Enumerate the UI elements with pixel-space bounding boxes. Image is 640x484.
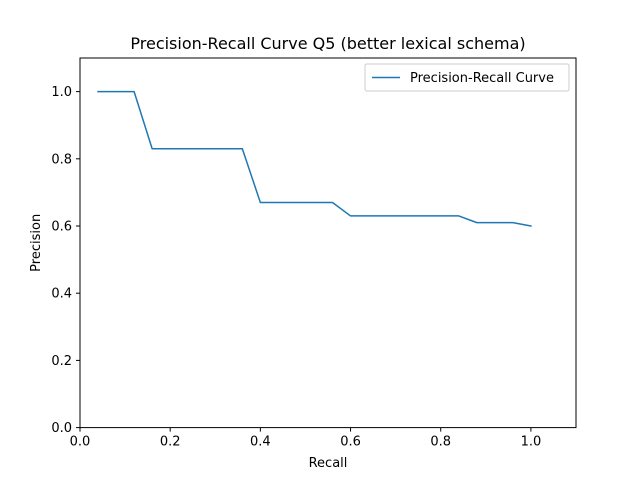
y-tick-label: 0.6 xyxy=(51,220,72,235)
x-tick-label: 0.4 xyxy=(250,435,271,450)
x-tick-label: 0.0 xyxy=(70,435,91,450)
x-axis-label: Recall xyxy=(309,456,348,471)
y-tick-label: 0.2 xyxy=(51,354,72,369)
x-tick-label: 1.0 xyxy=(521,435,542,450)
y-axis-label: Precision xyxy=(29,214,44,272)
x-tick-label: 0.2 xyxy=(160,435,181,450)
chart-title: Precision-Recall Curve Q5 (better lexica… xyxy=(130,34,525,53)
legend-label: Precision-Recall Curve xyxy=(410,71,554,86)
legend: Precision-Recall Curve xyxy=(364,63,570,92)
ticks-layer: 0.0 0.2 0.4 0.6 0.8 1.0 0.0 0.2 0.4 0.6 0.8 1.0 xyxy=(51,85,541,450)
x-tick-label: 0.8 xyxy=(430,435,451,450)
legend-box xyxy=(364,63,570,92)
series-line xyxy=(97,90,532,227)
x-tick-label: 0.6 xyxy=(340,435,361,450)
series-layer xyxy=(97,90,532,227)
plot-frame xyxy=(79,57,577,429)
y-tick-label: 0.4 xyxy=(51,287,72,302)
y-tick-label: 0.8 xyxy=(51,152,72,167)
y-tick-label: 1.0 xyxy=(51,85,72,100)
y-tick-label: 0.0 xyxy=(51,421,72,436)
